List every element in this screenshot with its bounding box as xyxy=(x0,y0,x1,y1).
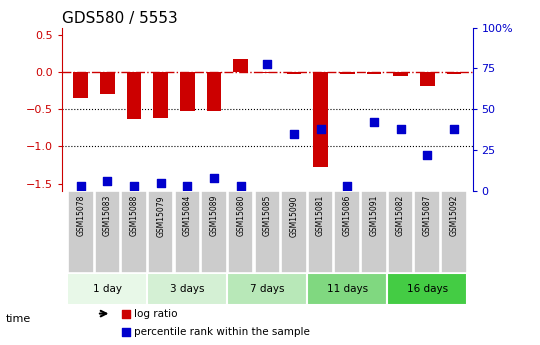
Point xyxy=(210,175,218,181)
Text: GSM15084: GSM15084 xyxy=(183,195,192,236)
Point xyxy=(263,61,272,66)
Bar xyxy=(420,72,435,86)
Point xyxy=(77,183,85,189)
Bar xyxy=(388,191,413,273)
Text: 3 days: 3 days xyxy=(170,284,205,294)
Bar xyxy=(147,273,227,305)
Point xyxy=(396,126,405,132)
Text: GSM15086: GSM15086 xyxy=(343,195,352,236)
Bar xyxy=(174,191,200,273)
Bar xyxy=(68,191,93,273)
Bar xyxy=(228,191,253,273)
Point xyxy=(369,120,378,125)
Text: log ratio: log ratio xyxy=(134,308,178,318)
Text: GSM15081: GSM15081 xyxy=(316,195,325,236)
Bar xyxy=(207,72,221,111)
Bar xyxy=(281,191,307,273)
Bar xyxy=(307,273,387,305)
Text: GSM15083: GSM15083 xyxy=(103,195,112,236)
Bar xyxy=(201,191,227,273)
Bar xyxy=(340,72,355,73)
Bar xyxy=(153,72,168,118)
Text: GSM15078: GSM15078 xyxy=(76,195,85,236)
Bar xyxy=(254,191,280,273)
Text: GSM15089: GSM15089 xyxy=(210,195,219,236)
Point xyxy=(343,183,352,189)
Text: GSM15079: GSM15079 xyxy=(156,195,165,237)
Point xyxy=(130,183,138,189)
Text: GSM15088: GSM15088 xyxy=(130,195,139,236)
Bar xyxy=(127,72,141,119)
Text: GDS580 / 5553: GDS580 / 5553 xyxy=(62,11,178,27)
Text: percentile rank within the sample: percentile rank within the sample xyxy=(134,327,310,337)
Text: GSM15085: GSM15085 xyxy=(263,195,272,236)
Bar xyxy=(447,72,461,73)
Bar xyxy=(94,191,120,273)
Bar xyxy=(361,191,387,273)
Bar xyxy=(180,72,195,111)
Bar xyxy=(367,72,381,73)
Point xyxy=(449,126,458,132)
Text: GSM15092: GSM15092 xyxy=(449,195,458,236)
Text: 11 days: 11 days xyxy=(327,284,368,294)
Text: GSM15082: GSM15082 xyxy=(396,195,405,236)
Bar xyxy=(308,191,333,273)
Point xyxy=(122,311,130,316)
Bar xyxy=(122,191,147,273)
Bar xyxy=(148,191,173,273)
Bar xyxy=(227,273,307,305)
Bar xyxy=(441,191,467,273)
Text: GSM15080: GSM15080 xyxy=(236,195,245,236)
Point xyxy=(103,178,112,184)
Text: 1 day: 1 day xyxy=(93,284,122,294)
Point xyxy=(237,183,245,189)
Point xyxy=(289,131,298,137)
Text: time: time xyxy=(5,314,31,324)
Bar xyxy=(287,72,301,73)
Point xyxy=(423,152,431,158)
Bar xyxy=(334,191,360,273)
Bar xyxy=(100,72,114,95)
Text: 16 days: 16 days xyxy=(407,284,448,294)
Bar xyxy=(313,72,328,167)
Bar xyxy=(233,59,248,72)
Bar xyxy=(414,191,440,273)
Bar xyxy=(387,273,467,305)
Text: GSM15091: GSM15091 xyxy=(369,195,379,236)
Point xyxy=(183,183,192,189)
Point xyxy=(157,180,165,186)
Text: 7 days: 7 days xyxy=(250,284,285,294)
Text: GSM15090: GSM15090 xyxy=(289,195,299,237)
Bar xyxy=(68,273,147,305)
Bar xyxy=(260,72,275,73)
Text: GSM15087: GSM15087 xyxy=(423,195,431,236)
Point xyxy=(316,126,325,132)
Bar xyxy=(393,72,408,76)
Point xyxy=(122,329,130,334)
Bar xyxy=(73,72,88,98)
